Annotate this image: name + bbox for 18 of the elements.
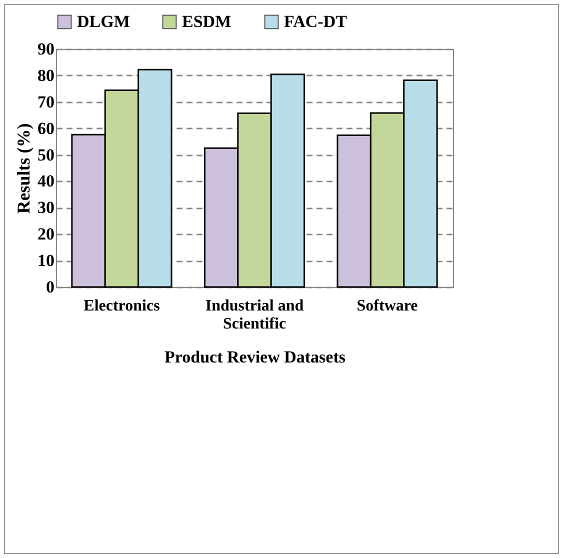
y-tick-label: 30	[38, 198, 54, 218]
legend-label: DLGM	[77, 12, 130, 31]
y-axis-title: Results (%)	[14, 123, 34, 214]
y-tick-label: 60	[38, 118, 54, 138]
y-tick-label: 40	[38, 172, 54, 191]
legend-label: FAC-DT	[284, 12, 348, 31]
y-tick-label: 90	[38, 40, 54, 58]
y-tick-label: 10	[38, 251, 54, 270]
x-tick-label: Software	[356, 298, 418, 314]
x-axis-title: Product Review Datasets	[164, 348, 346, 366]
legend-label: ESDM	[182, 12, 232, 31]
y-tick-label: 50	[38, 145, 54, 164]
x-tick-label: Industrial and Scientific	[205, 298, 304, 332]
y-tick-label: 0	[46, 278, 54, 296]
y-tick-label: 70	[38, 92, 54, 112]
y-tick-label: 80	[38, 66, 54, 85]
x-tick-label: Electronics	[84, 298, 160, 314]
y-tick-label: 20	[38, 224, 54, 244]
